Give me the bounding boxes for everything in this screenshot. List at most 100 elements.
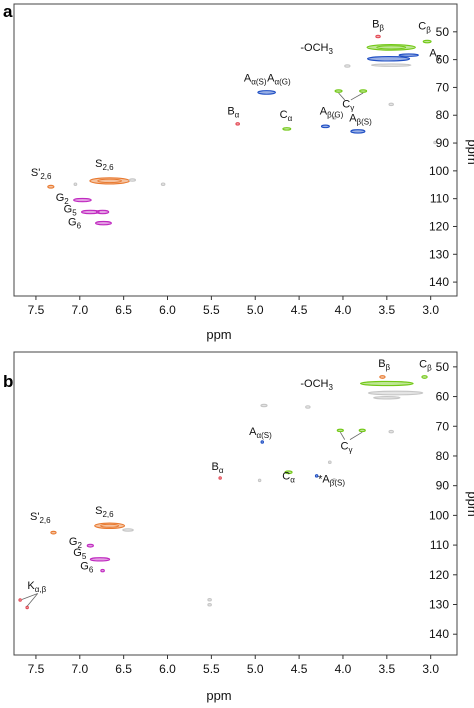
panel-b-cross-peak <box>260 440 265 444</box>
panel-a-x-tick-label: 6.5 <box>115 303 132 317</box>
panel-a-cross-peak <box>370 63 412 67</box>
panel-a-y-axis-label: ppm <box>465 139 474 164</box>
panel-b-leader-line <box>21 593 38 600</box>
panel-a-cross-peak <box>366 56 411 62</box>
panel-b-cross-peak <box>257 478 262 483</box>
panel-a-x-tick-label: 4.0 <box>335 303 352 317</box>
panel-a-peak-label: Cγ <box>342 98 354 112</box>
panel-b-leader-line <box>26 593 38 607</box>
panel-a-cross-peak <box>422 39 432 44</box>
panel-a-cross-peak <box>433 140 437 145</box>
panel-a-cross-peak <box>350 129 366 134</box>
panel-a-cross-peak <box>320 124 330 129</box>
panel-a-leader-lines <box>338 92 364 101</box>
panel-b-y-tick-label: 140 <box>429 627 449 641</box>
panel-b-x-tick-label: 7.5 <box>28 662 45 676</box>
panel-a-y-tick-label: 70 <box>436 80 450 94</box>
panel-b-cross-peak <box>25 605 29 610</box>
panel-b-peak-label: G2 <box>69 536 83 550</box>
panel-b-cross-peak <box>327 460 332 464</box>
panel-b-peak-label: S'2,6 <box>30 511 51 525</box>
panel-b-cross-peak <box>314 474 319 478</box>
panel-a-peak-label: -OCH3 <box>300 42 333 56</box>
panel-b-peak-label: S2,6 <box>95 505 114 519</box>
panel-b-cross-peak <box>358 428 366 433</box>
panel-a-x-axis: 7.5 7.0 6.5 6.0 5.5 5.0 4.5 4.0 3.5 3.0 <box>28 296 439 317</box>
panel-b-peak-label: Cβ <box>419 359 432 373</box>
panel-b-peak-label: -OCH3 <box>300 378 333 392</box>
panel-b-x-tick-label: 6.0 <box>159 662 176 676</box>
panel-a-peak-label: Bα <box>227 106 239 120</box>
panel-b-cross-peak <box>373 395 401 400</box>
panel-a-x-tick-label: 7.0 <box>71 303 88 317</box>
panel-b-x-axis-label: ppm <box>206 688 231 703</box>
panel-b-cross-peak <box>207 603 212 607</box>
panel-a-cross-peak <box>388 102 394 107</box>
panel-b-x-axis: 7.5 7.0 6.5 6.0 5.5 5.0 4.5 4.0 3.5 3.0 <box>28 655 439 676</box>
panel-a-peak-label: G6 <box>68 216 82 230</box>
panel-a-letter: a <box>3 2 13 21</box>
panel-a-y-tick-label: 50 <box>436 25 450 39</box>
panel-a-cross-peak <box>47 184 55 189</box>
panel-a-y-tick-label: 120 <box>429 219 449 233</box>
panel-b-letter: b <box>3 372 13 391</box>
panel-b-peak-label: Bβ <box>378 358 390 372</box>
panel-b-x-tick-label: 3.0 <box>422 662 439 676</box>
panel-a-cross-peak <box>160 182 166 186</box>
panel-b-cross-peak <box>50 530 57 535</box>
panel-a-peak-label: Aα(G) <box>267 72 291 86</box>
panel-a-leader-line <box>338 92 346 101</box>
panel-a-x-tick-label: 6.0 <box>159 303 176 317</box>
panel-b-cross-peak <box>367 390 424 396</box>
panel-a-peak-label: Cα <box>280 109 293 123</box>
panel-b-cross-peak <box>100 568 105 573</box>
panel-b-y-axis-label: ppm <box>465 491 474 516</box>
panel-a-y-axis: 50 60 70 80 90 100 110 120 130 140 <box>429 25 457 289</box>
panel-b-y-tick-label: 110 <box>430 538 449 552</box>
panel-a-cross-peak <box>366 44 416 51</box>
panel-a-y-tick-label: 80 <box>436 108 450 122</box>
panel-b-y-axis: 50 60 70 80 90 100 110 120 130 140 <box>429 360 457 641</box>
panel-b-y-tick-label: 80 <box>436 449 450 463</box>
panel-a-x-tick-label: 4.5 <box>291 303 308 317</box>
panel-b-y-tick-label: 70 <box>436 419 450 433</box>
panel-b-cross-peak <box>122 528 134 532</box>
panel-a-y-tick-label: 140 <box>429 275 449 289</box>
panel-b-y-tick-label: 60 <box>436 390 450 404</box>
panel-b-y-tick-label: 100 <box>429 508 449 522</box>
panel-a-peak-label: Aγ <box>429 48 440 62</box>
panel-b-plot-frame <box>13 351 458 656</box>
panel-b-x-tick-label: 3.5 <box>378 662 395 676</box>
panel-b-cross-peak <box>207 597 212 602</box>
panel-a-plot-frame <box>13 3 458 297</box>
panel-b-x-tick-label: 6.5 <box>115 662 132 676</box>
panel-a-cross-peak <box>359 89 368 93</box>
panel-a-cross-peak <box>235 122 240 126</box>
panel-b-x-tick-label: 7.0 <box>71 662 88 676</box>
panel-b-y-tick-label: 90 <box>436 479 450 493</box>
panel-a-cross-peak <box>95 209 110 215</box>
panel-a-y-tick-label: 100 <box>429 164 449 178</box>
panel-a-x-tick-label: 5.0 <box>247 303 264 317</box>
panel-b-cross-peak <box>305 405 311 409</box>
panel-b-leader-line <box>339 432 346 440</box>
panel-b-x-tick-label: 4.5 <box>291 662 308 676</box>
panel-a-peak-label: S'2,6 <box>31 167 52 181</box>
panel-a-cross-peak <box>334 89 343 93</box>
panel-b-cross-peak <box>94 522 126 530</box>
panel-b-leader-line <box>349 431 363 440</box>
panel-a-x-axis-label: ppm <box>206 327 231 342</box>
panel-a-peak-label: Cβ <box>418 20 431 34</box>
panel-b-cross-peak <box>218 476 222 480</box>
panel-b-y-tick-label: 120 <box>429 568 449 582</box>
panel-b-cross-peak <box>86 543 94 548</box>
panel-b-cross-peak <box>18 598 22 602</box>
panel-a-peak-label: G2 <box>56 192 70 206</box>
panel-b-cross-peak <box>284 470 293 475</box>
panel-b-y-tick-label: 50 <box>436 360 450 374</box>
panel-b-x-tick-label: 5.0 <box>247 662 264 676</box>
